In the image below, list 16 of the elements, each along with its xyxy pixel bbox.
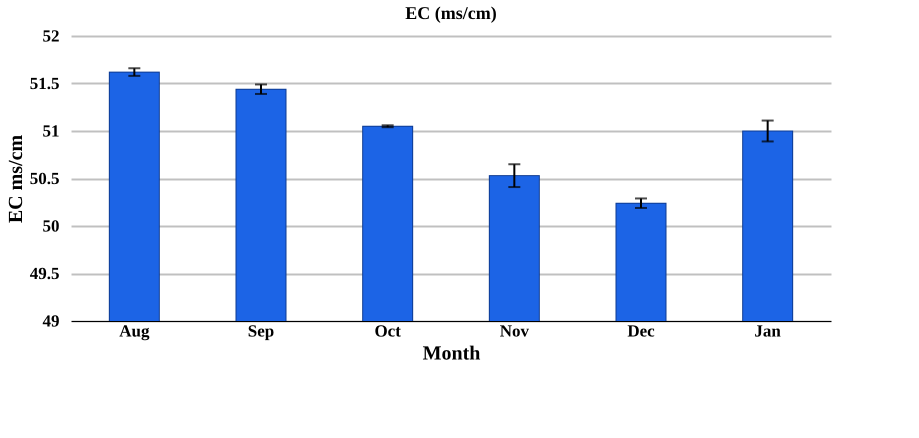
x-tick-label: Jan bbox=[754, 322, 782, 340]
chart-title: EC (ms/cm) bbox=[405, 3, 497, 23]
x-axis-title: Month bbox=[422, 342, 480, 364]
x-tick-label: Oct bbox=[374, 322, 402, 340]
y-tick-label: 51.5 bbox=[30, 74, 60, 93]
x-tick-label: Aug bbox=[119, 322, 150, 340]
x-tick-label: Nov bbox=[500, 322, 530, 340]
y-tick-label: 50 bbox=[42, 216, 60, 236]
y-tick-label: 50.5 bbox=[30, 169, 60, 188]
x-tick-label: Dec bbox=[627, 322, 656, 340]
x-tick-label: Sep bbox=[248, 322, 274, 340]
y-tick-label: 52 bbox=[42, 26, 60, 46]
y-tick-label: 49 bbox=[42, 312, 60, 330]
y-tick-label: 51 bbox=[42, 122, 60, 140]
y-tick-label: 49.5 bbox=[30, 264, 60, 283]
y-axis-title: EC ms/cm bbox=[4, 134, 27, 224]
